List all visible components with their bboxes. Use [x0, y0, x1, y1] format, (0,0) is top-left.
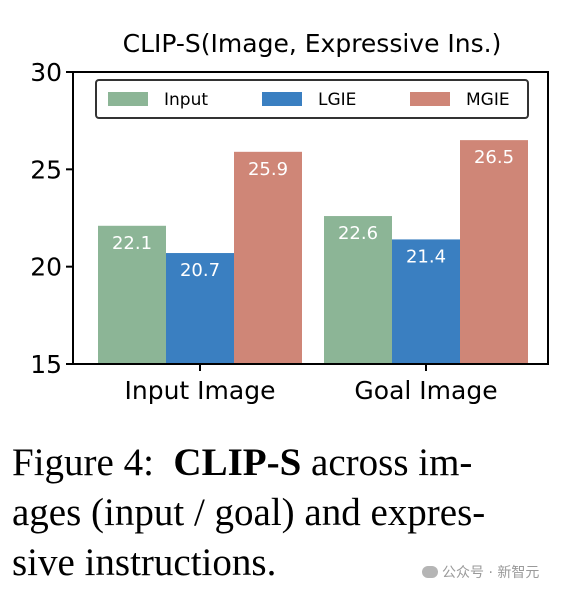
legend-label-input: Input — [164, 90, 208, 110]
legend-box — [95, 79, 529, 119]
x-tick-label: Input Image — [125, 376, 276, 405]
caption-label: Figure 4: — [12, 441, 154, 484]
chart-title: CLIP-S(Image, Expressive Ins.) — [123, 29, 502, 58]
y-tick-label: 25 — [30, 155, 62, 184]
legend-swatch-lgie — [262, 92, 302, 106]
caption-line2: ages (input / goal) and expres- — [12, 491, 486, 534]
caption-line1: across im- — [311, 441, 473, 484]
legend-swatch-input — [108, 92, 148, 106]
chart: CLIP-S(Image, Expressive Ins.) 22.1 20.7 2… — [30, 29, 549, 405]
data-label-lgie-1: 20.7 — [180, 260, 220, 281]
plot-area — [72, 71, 549, 365]
caption-bold-term: CLIP-S — [173, 441, 302, 484]
legend: Input LGIE MGIE — [95, 79, 529, 119]
watermark: 公众号 · 新智元 — [422, 562, 539, 582]
caption-line3: sive instructions. — [12, 541, 277, 584]
y-tick-label: 20 — [30, 253, 62, 282]
bar-mgie-2 — [460, 140, 528, 364]
bar-input-2 — [324, 216, 392, 364]
legend-swatch-mgie — [410, 92, 450, 106]
legend-label-mgie: MGIE — [466, 90, 510, 110]
x-tick-label: Goal Image — [354, 376, 497, 405]
bar-input-1 — [98, 225, 166, 364]
wechat-icon — [422, 566, 438, 578]
data-label-lgie-2: 21.4 — [406, 246, 446, 267]
data-label-input-1: 22.1 — [112, 233, 152, 254]
bar-lgie-2 — [392, 239, 460, 364]
bar-lgie-1 — [166, 253, 234, 364]
figure-caption: Figure 4: CLIP-S across im- ages (input … — [12, 438, 572, 588]
watermark-text: 公众号 · 新智元 — [442, 565, 540, 581]
y-tick-label: 15 — [30, 350, 62, 379]
y-tick-label: 30 — [30, 58, 62, 87]
bar-mgie-1 — [234, 151, 302, 364]
data-label-mgie-2: 26.5 — [474, 147, 514, 168]
legend-label-lgie: LGIE — [318, 90, 356, 110]
data-label-mgie-1: 25.9 — [248, 159, 288, 180]
data-label-input-2: 22.6 — [338, 223, 378, 244]
